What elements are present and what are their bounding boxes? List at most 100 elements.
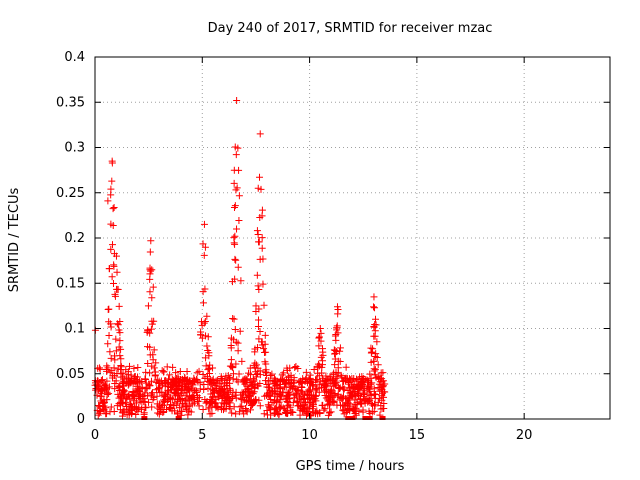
data-point — [292, 363, 300, 371]
data-point — [355, 407, 363, 415]
data-point — [368, 379, 376, 387]
axis-ticks: 0 5 10 15 20 0 0.05 0.1 0.15 0.2 0.25 0.3 0.35 0.4 — [56, 50, 610, 443]
data-point — [206, 410, 214, 418]
data-point — [330, 399, 338, 407]
data-point — [369, 345, 377, 353]
data-point — [209, 364, 217, 372]
data-point — [149, 283, 157, 291]
data-point — [339, 406, 347, 414]
data-point — [367, 344, 375, 352]
data-point — [299, 394, 307, 402]
data-point — [150, 364, 158, 372]
data-point — [321, 381, 329, 389]
data-point — [260, 345, 268, 353]
data-point — [103, 367, 111, 375]
data-point — [107, 403, 115, 411]
data-point — [262, 348, 270, 356]
data-point — [104, 340, 112, 348]
data-point — [328, 388, 336, 396]
data-point — [161, 382, 169, 390]
data-point — [285, 388, 293, 396]
data-point — [204, 384, 212, 392]
data-point — [107, 354, 115, 362]
data-point — [238, 396, 246, 404]
data-point — [277, 392, 285, 400]
data-point — [231, 202, 239, 210]
data-point — [148, 266, 156, 274]
data-point — [196, 379, 204, 387]
data-point — [316, 378, 324, 386]
data-point — [144, 343, 152, 351]
data-point — [315, 388, 323, 396]
data-point — [200, 220, 208, 228]
data-point — [199, 240, 207, 248]
data-point — [105, 331, 113, 339]
grid-lines — [95, 57, 610, 419]
data-point — [95, 382, 103, 390]
data-point — [110, 408, 118, 416]
data-point — [107, 323, 115, 331]
data-point — [351, 409, 359, 417]
data-point — [178, 407, 186, 415]
data-point — [148, 389, 156, 397]
data-point — [345, 394, 353, 402]
y-tick-label: 0.2 — [64, 231, 85, 246]
data-point — [222, 405, 230, 413]
data-point — [216, 383, 224, 391]
data-point — [114, 390, 122, 398]
data-point — [108, 273, 116, 281]
data-point — [359, 393, 367, 401]
data-point — [370, 400, 378, 408]
data-point — [334, 383, 342, 391]
data-point — [144, 302, 152, 310]
data-point — [97, 387, 105, 395]
data-point — [267, 396, 275, 404]
data-point — [151, 368, 159, 376]
data-point — [148, 390, 156, 398]
data-point — [268, 370, 276, 378]
data-point — [253, 227, 261, 235]
data-point — [202, 332, 210, 340]
data-point — [204, 347, 212, 355]
data-point — [266, 371, 274, 379]
data-point — [321, 382, 329, 390]
data-point — [274, 393, 282, 401]
data-point — [315, 333, 323, 341]
data-point — [249, 390, 257, 398]
data-point — [97, 377, 105, 385]
data-point — [366, 396, 374, 404]
data-point — [236, 327, 244, 335]
data-point — [113, 268, 121, 276]
data-point — [127, 400, 135, 408]
data-point — [136, 392, 144, 400]
data-point — [285, 372, 293, 380]
data-point — [182, 406, 190, 414]
data-point — [183, 368, 191, 376]
data-point — [315, 334, 323, 342]
data-point — [253, 271, 261, 279]
data-point — [231, 232, 239, 240]
data-point — [102, 410, 110, 418]
zero-marker — [366, 416, 373, 420]
data-point — [182, 376, 190, 384]
data-point — [104, 197, 112, 205]
data-point — [171, 381, 179, 389]
data-point — [236, 403, 244, 411]
data-point — [368, 408, 376, 416]
data-point — [307, 398, 315, 406]
data-point — [349, 385, 357, 393]
data-point — [147, 237, 155, 245]
data-point — [255, 305, 263, 313]
data-point — [374, 361, 382, 369]
data-point — [227, 344, 235, 352]
data-point — [108, 157, 116, 165]
data-point — [255, 285, 263, 293]
data-point — [143, 328, 151, 336]
data-point — [310, 365, 318, 373]
data-point — [132, 410, 140, 418]
data-point — [326, 408, 334, 416]
data-point — [146, 275, 154, 283]
data-point — [190, 395, 198, 403]
data-point — [243, 408, 251, 416]
data-point — [135, 405, 143, 413]
